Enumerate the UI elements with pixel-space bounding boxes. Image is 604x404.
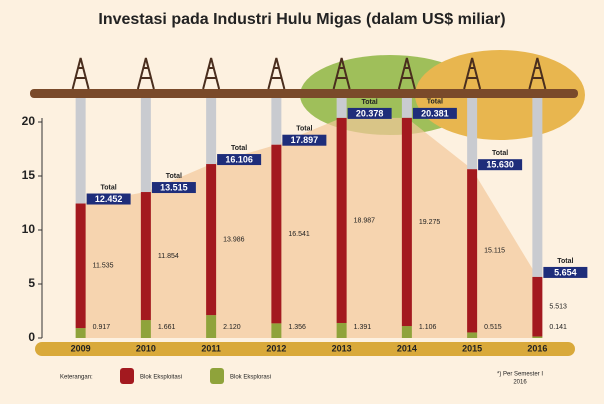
value-label: 0.917 — [93, 324, 111, 331]
total-label: Total — [101, 184, 117, 191]
value-label: 19.275 — [419, 219, 441, 226]
total-box — [282, 134, 327, 146]
legend-label: Blok Eksploitasi — [140, 375, 182, 381]
total-label: Total — [427, 99, 443, 106]
value-label: 0.141 — [549, 324, 567, 331]
rig — [136, 57, 155, 90]
y-tick-label: 0 — [28, 330, 35, 344]
bar — [271, 323, 282, 338]
rig — [528, 57, 547, 90]
bar — [401, 117, 412, 327]
pipe-rail — [30, 89, 578, 98]
value-label: 1.356 — [288, 324, 306, 331]
x-tick-label: 2010 — [136, 343, 156, 353]
total-box — [151, 182, 196, 194]
pipe — [75, 96, 86, 204]
x-tick-label: 2016 — [527, 343, 547, 353]
rig — [463, 57, 482, 90]
pipe — [467, 96, 478, 170]
bar — [75, 203, 86, 329]
x-tick-label: 2014 — [397, 343, 417, 353]
chart-title: Investasi pada Industri Hulu Migas (dala… — [98, 11, 505, 28]
total-value: 13.515 — [160, 182, 188, 192]
rig — [202, 57, 221, 90]
total-box — [347, 107, 392, 119]
rig — [71, 57, 90, 90]
total-value: 16.106 — [225, 154, 253, 164]
bar — [467, 169, 478, 333]
value-label: 15.115 — [484, 248, 505, 255]
value-label: 16.541 — [288, 231, 310, 238]
x-tick-label: 2012 — [266, 343, 286, 353]
bar — [401, 326, 412, 338]
value-label: 11.535 — [93, 263, 114, 270]
value-label: 2.120 — [223, 324, 241, 331]
total-label: Total — [166, 173, 182, 180]
bar — [140, 320, 151, 338]
pipe — [401, 96, 412, 118]
total-value: 20.381 — [421, 108, 449, 118]
value-label: 1.391 — [354, 324, 372, 331]
total-box — [478, 159, 523, 171]
bar — [140, 192, 151, 321]
total-value: 20.378 — [356, 108, 384, 118]
value-label: 13.986 — [223, 236, 245, 243]
bar — [271, 144, 282, 324]
total-label: Total — [362, 99, 378, 106]
x-tick-label: 2013 — [332, 343, 352, 353]
pipe — [336, 96, 347, 118]
rig — [397, 57, 416, 90]
legend-swatch — [210, 368, 224, 384]
bar — [532, 276, 543, 337]
value-label: 18.987 — [354, 217, 376, 224]
pipe — [271, 96, 282, 145]
legend-label: Blok Eksplorasi — [230, 375, 271, 381]
value-label: 0.515 — [484, 324, 502, 331]
bar — [532, 336, 543, 338]
y-tick-label: 10 — [22, 222, 36, 236]
total-value: 12.452 — [95, 194, 123, 204]
value-label: 5.513 — [549, 304, 567, 311]
value-label: 1.661 — [158, 324, 176, 331]
bar — [467, 332, 478, 338]
legend-title: Keterangan: — [60, 375, 93, 381]
legend-swatch — [120, 368, 134, 384]
rig — [332, 57, 351, 90]
bar — [206, 315, 217, 338]
pipe — [140, 96, 151, 193]
plot: 0 5 10 15 20 0.917 11.535 Total 12.452 2009 1.661 1… — [22, 96, 588, 356]
pipe — [206, 96, 217, 165]
x-tick-label: 2011 — [201, 343, 221, 353]
total-box — [412, 107, 457, 119]
total-box — [543, 266, 588, 278]
bar — [206, 164, 217, 316]
x-tick-label: 2015 — [462, 343, 482, 353]
total-label: Total — [231, 145, 247, 152]
total-label: Total — [492, 150, 508, 157]
x-tick-label: 2009 — [71, 343, 91, 353]
bar — [336, 322, 347, 338]
bar — [75, 328, 86, 338]
total-box — [217, 154, 262, 166]
y-tick-label: 15 — [22, 168, 36, 182]
footnote: 2016 — [513, 380, 527, 386]
footnote: *) Per Semester I — [497, 372, 543, 378]
total-value: 17.897 — [291, 135, 319, 145]
y-tick-label: 5 — [28, 276, 35, 290]
total-value: 15.630 — [486, 160, 514, 170]
y-tick-label: 20 — [22, 114, 36, 128]
total-label: Total — [296, 126, 312, 133]
total-box — [86, 193, 131, 205]
total-label: Total — [557, 258, 573, 265]
total-value: 5.654 — [554, 267, 577, 277]
rig — [267, 57, 286, 90]
value-label: 1.106 — [419, 324, 437, 331]
year-strip — [35, 342, 575, 356]
bar — [336, 117, 347, 323]
pipe — [532, 96, 543, 277]
total-area — [80, 117, 538, 339]
value-label: 11.854 — [158, 253, 179, 260]
